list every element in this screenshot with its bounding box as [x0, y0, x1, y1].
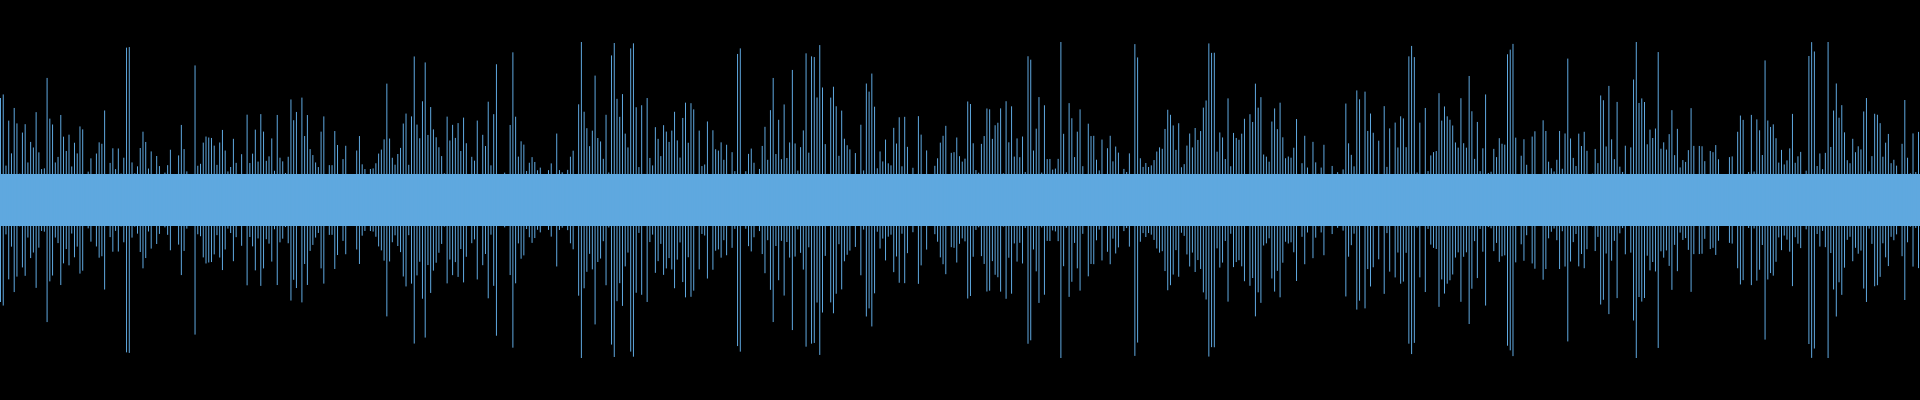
- waveform-bar-group: [0, 42, 1920, 358]
